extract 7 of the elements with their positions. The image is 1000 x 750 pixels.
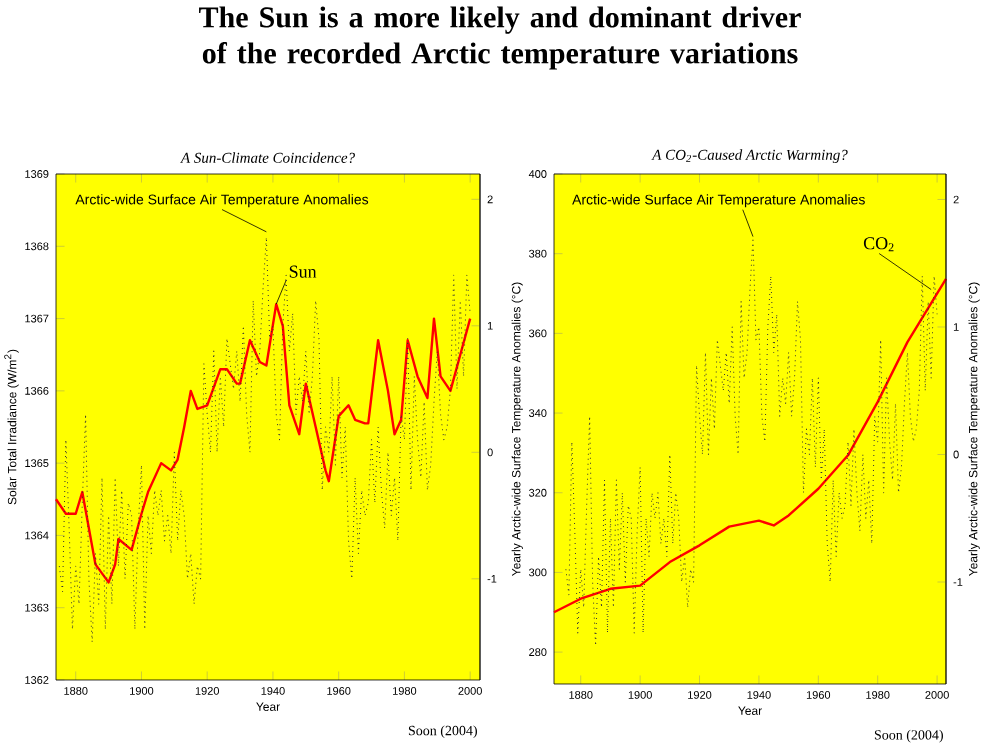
line-series — [58, 236, 471, 643]
line-series — [54, 302, 472, 584]
annotation: CO$_{2}$ — [863, 237, 894, 252]
text: The Sun is a more likely and dominant driver of the recorded Arctic temperature variations — [199, 6, 801, 70]
line-series — [552, 277, 948, 614]
line-series — [565, 237, 938, 647]
annotation: Sun — [289, 265, 317, 278]
